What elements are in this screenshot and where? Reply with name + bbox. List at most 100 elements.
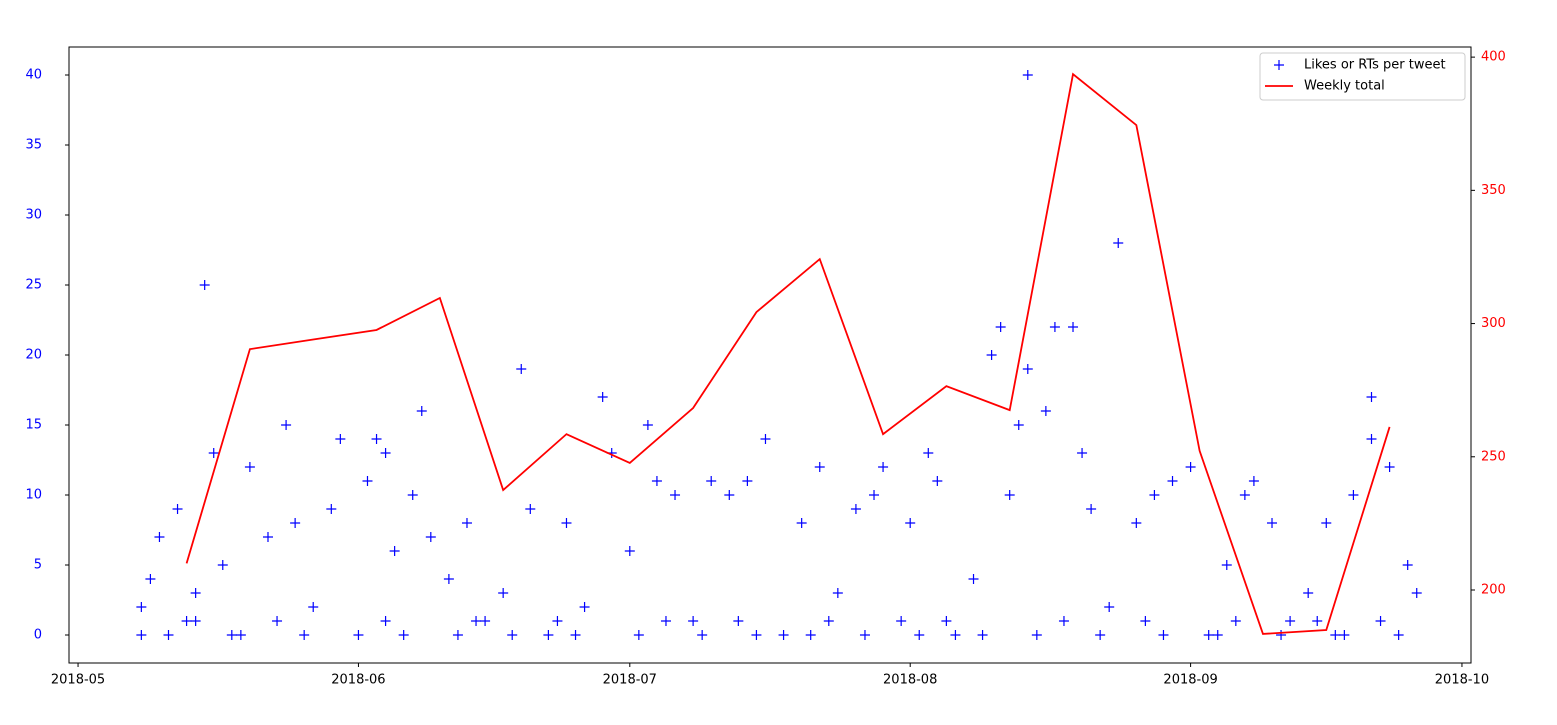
point [335, 434, 346, 444]
point [299, 630, 310, 640]
x-tick-label: 2018-08 [883, 673, 937, 688]
point [968, 574, 979, 584]
point [1158, 630, 1169, 640]
y2-tick-label: 400 [1481, 50, 1506, 65]
point [1402, 560, 1413, 570]
point [1267, 518, 1278, 528]
point [543, 630, 554, 640]
point [217, 560, 228, 570]
point [244, 462, 255, 472]
y-tick-label: 0 [34, 628, 42, 643]
point [1276, 630, 1287, 640]
point [1339, 630, 1350, 640]
point [905, 518, 916, 528]
point [308, 602, 319, 612]
point [1086, 504, 1097, 514]
point [190, 616, 201, 626]
point [208, 448, 219, 458]
point [805, 630, 816, 640]
point [498, 588, 509, 598]
point [878, 462, 889, 472]
point [172, 504, 183, 514]
point [660, 616, 671, 626]
point [624, 546, 635, 556]
point [1185, 462, 1196, 472]
point [1040, 406, 1051, 416]
point [977, 630, 988, 640]
point [154, 532, 165, 542]
point [1095, 630, 1106, 640]
point [923, 448, 934, 458]
point [597, 392, 608, 402]
point [751, 630, 762, 640]
x-tick-label: 2018-10 [1435, 673, 1489, 688]
point [443, 574, 454, 584]
legend-marker [1274, 60, 1284, 70]
point [832, 588, 843, 598]
point [226, 630, 237, 640]
y-tick-label: 25 [25, 278, 42, 293]
point [778, 630, 789, 640]
point [552, 616, 563, 626]
point [425, 532, 436, 542]
point [471, 616, 482, 626]
point [199, 280, 210, 290]
point [452, 630, 463, 640]
point [561, 518, 572, 528]
point [1366, 434, 1377, 444]
point [642, 420, 653, 430]
y2-tick-label: 250 [1481, 449, 1506, 464]
point [570, 630, 581, 640]
point [1149, 490, 1160, 500]
point [1221, 560, 1232, 570]
point [380, 616, 391, 626]
point [380, 448, 391, 458]
point [859, 630, 870, 640]
point [407, 490, 418, 500]
point [1248, 476, 1259, 486]
x-tick-label: 2018-05 [51, 673, 105, 688]
point [1058, 616, 1069, 626]
point [1004, 490, 1015, 500]
point [181, 616, 192, 626]
y-tick-label: 20 [25, 348, 42, 363]
point [914, 630, 925, 640]
y-tick-label: 5 [34, 558, 42, 573]
point [796, 518, 807, 528]
point [1312, 616, 1323, 626]
point [1022, 364, 1033, 374]
point [995, 322, 1006, 332]
point [1230, 616, 1241, 626]
point [1321, 518, 1332, 528]
point [1013, 420, 1024, 430]
point [1303, 588, 1314, 598]
point [525, 504, 536, 514]
point [1167, 476, 1178, 486]
point [136, 630, 147, 640]
point [362, 476, 373, 486]
point [1049, 322, 1060, 332]
x-tick-label: 2018-09 [1163, 673, 1217, 688]
point [941, 616, 952, 626]
point [1131, 518, 1142, 528]
point [1031, 630, 1042, 640]
point [1348, 490, 1359, 500]
point [1203, 630, 1214, 640]
point [326, 504, 337, 514]
point [651, 476, 662, 486]
point [760, 434, 771, 444]
y2-tick-label: 200 [1481, 582, 1506, 597]
point [1330, 630, 1341, 640]
point [371, 434, 382, 444]
point [290, 518, 301, 528]
point [950, 630, 961, 640]
point [742, 476, 753, 486]
point [733, 616, 744, 626]
legend-label: Weekly total [1304, 79, 1385, 94]
y-tick-label: 35 [25, 138, 42, 153]
point [1104, 602, 1115, 612]
point [1375, 616, 1386, 626]
point [516, 364, 527, 374]
legend-box [1259, 52, 1466, 101]
